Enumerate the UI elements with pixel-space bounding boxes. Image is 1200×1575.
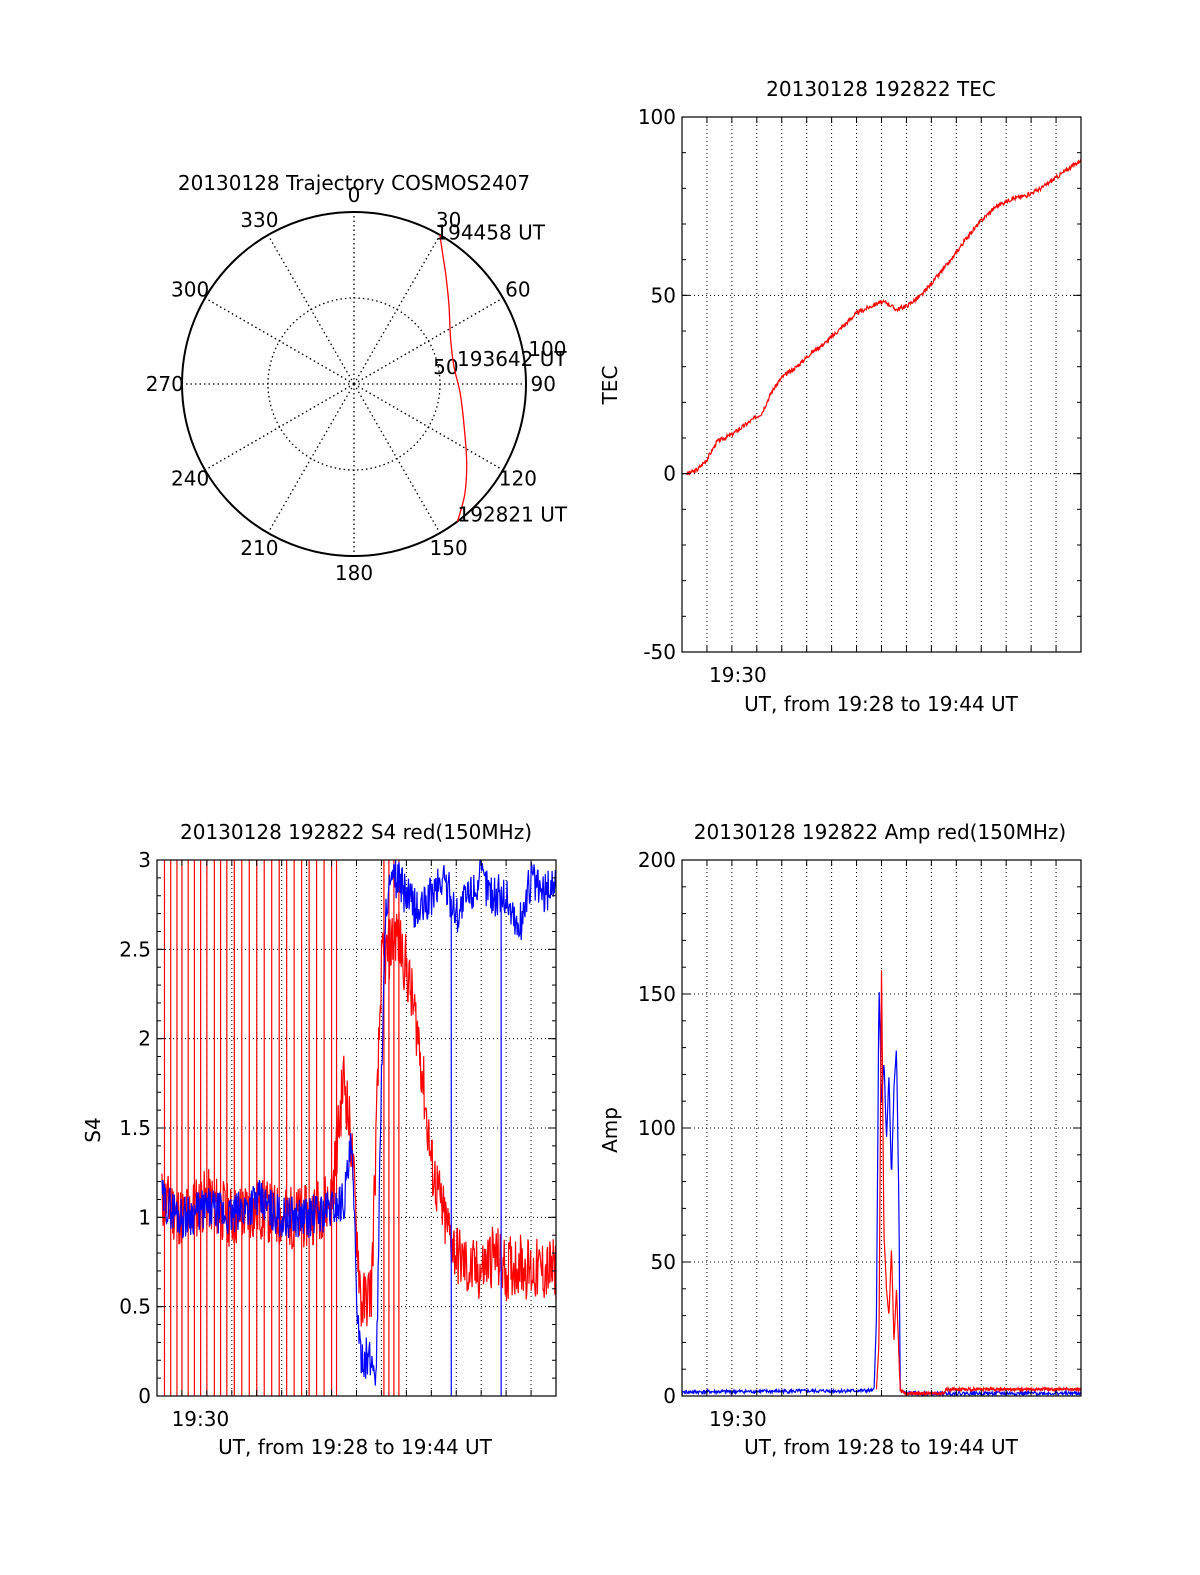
polar-trajectory-line	[439, 234, 468, 522]
y-tick-label: 3	[138, 848, 151, 872]
x-tick-label: 19:30	[709, 1407, 767, 1431]
polar-spoke	[267, 234, 355, 385]
amp-ylabel: Amp	[598, 1107, 622, 1153]
polar-time-annotation: 194458 UT	[435, 221, 545, 245]
s4-panel: 20130128 192822 S4 red(150MHz) S4 UT, fr…	[81, 820, 557, 1459]
polar-spoke	[353, 383, 441, 534]
amp-plot-area: 0 50 100 150 200 19:30	[638, 848, 1082, 1431]
polar-angle-label: 90	[530, 372, 555, 396]
y-tick-label: 100	[638, 105, 676, 129]
polar-angle-label: 0	[348, 183, 361, 207]
tec-xlabel: UT, from 19:28 to 19:44 UT	[744, 692, 1019, 716]
polar-angle-labels: 0 30 60 90 120 150 180 210 240 270 300 330 50 100	[146, 183, 567, 585]
y-tick-label: 1	[138, 1205, 151, 1229]
polar-trajectory-plot: 20130128 Trajectory COSMOS2407 0 30 60 90 12…	[146, 171, 568, 585]
polar-annotations: 194458 UT 193642 UT 192821 UT	[435, 221, 567, 527]
tec-ylabel: TEC	[598, 366, 622, 406]
amp-panel: 20130128 192822 Amp red(150MHz) Amp UT, …	[598, 820, 1082, 1459]
polar-angle-label: 210	[240, 536, 278, 560]
polar-spoke	[353, 297, 504, 385]
s4-title: 20130128 192822 S4 red(150MHz)	[180, 820, 532, 844]
polar-angle-label: 120	[499, 467, 537, 491]
polar-spoke	[204, 297, 355, 385]
polar-spoke	[353, 383, 504, 471]
y-tick-label: 0.5	[119, 1295, 151, 1319]
x-tick-label: 19:30	[709, 663, 767, 687]
s4-plot-area: 0 0.5 1 1.5 2 2.5 3 19:30	[119, 848, 557, 1431]
polar-radial-label: 100	[528, 337, 566, 361]
polar-angle-label: 300	[171, 277, 209, 301]
tec-plot-area: -50 0 50 100 19:30	[638, 105, 1082, 687]
polar-spoke	[267, 383, 355, 534]
amp-xlabel: UT, from 19:28 to 19:44 UT	[744, 1435, 1019, 1459]
series-line	[686, 158, 1082, 477]
amp-title: 20130128 192822 Amp red(150MHz)	[694, 820, 1066, 844]
y-tick-label: 200	[638, 848, 676, 872]
y-tick-label: 0	[663, 1384, 676, 1408]
series-line	[681, 992, 1082, 1398]
polar-spoke	[204, 383, 355, 471]
polar-grid	[181, 211, 527, 557]
y-tick-label: 50	[651, 283, 676, 307]
s4-ylabel: S4	[81, 1117, 105, 1142]
polar-angle-label: 60	[505, 277, 530, 301]
s4-xlabel: UT, from 19:28 to 19:44 UT	[218, 1435, 493, 1459]
polar-angle-label: 180	[335, 561, 373, 585]
polar-angle-label: 330	[240, 208, 278, 232]
polar-radial-label: 50	[433, 355, 458, 379]
y-tick-label: -50	[643, 640, 676, 664]
y-tick-label: 100	[638, 1116, 676, 1140]
polar-angle-label: 150	[430, 536, 468, 560]
y-tick-label: 50	[651, 1250, 676, 1274]
polar-time-annotation: 192821 UT	[458, 502, 568, 526]
y-tick-label: 150	[638, 982, 676, 1006]
polar-angle-label: 240	[171, 467, 209, 491]
polar-angle-label: 30	[436, 208, 461, 232]
y-tick-label: 2	[138, 1027, 151, 1051]
y-tick-label: 2.5	[119, 937, 151, 961]
x-tick-label: 19:30	[172, 1407, 230, 1431]
polar-trajectory-path	[439, 234, 468, 522]
tec-title: 20130128 192822 TEC	[766, 77, 996, 101]
series-line	[161, 859, 557, 1386]
polar-title: 20130128 Trajectory COSMOS2407	[178, 171, 530, 195]
tec-panel: 20130128 192822 TEC TEC UT, from 19:28 t…	[598, 77, 1082, 716]
polar-time-annotation: 193642 UT	[457, 347, 567, 371]
y-tick-label: 0	[663, 462, 676, 486]
y-tick-label: 0	[138, 1384, 151, 1408]
y-tick-label: 1.5	[119, 1116, 151, 1140]
polar-angle-label: 270	[146, 372, 184, 396]
series-line	[875, 970, 1082, 1397]
polar-spoke	[353, 234, 441, 385]
